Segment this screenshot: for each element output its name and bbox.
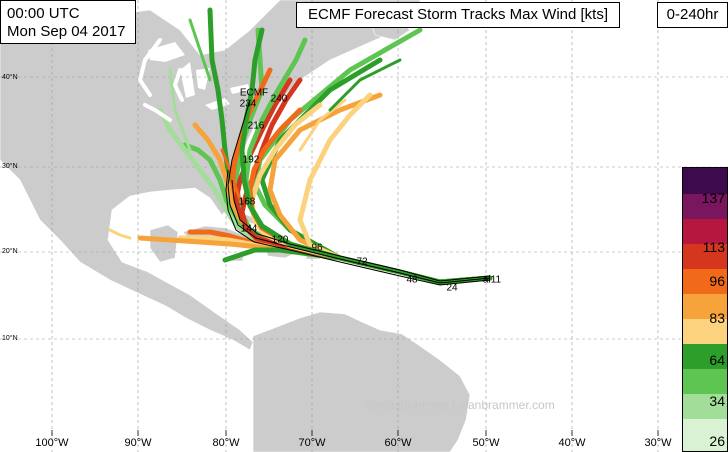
- legend-swatch: [683, 219, 727, 244]
- legend-swatch: [683, 194, 727, 219]
- lon-label: 80°W: [212, 437, 240, 449]
- track-hour-label: 72: [356, 256, 368, 268]
- init-time: 00:00 UTC: [7, 5, 80, 22]
- time-box: 00:00 UTC Mon Sep 04 2017: [0, 0, 136, 44]
- lat-label: 20°N: [2, 248, 18, 255]
- legend-label: 34: [709, 393, 725, 409]
- track-hour-label: 234: [239, 98, 257, 110]
- legend-swatch: [683, 319, 727, 344]
- legend-swatch: [683, 369, 727, 394]
- legend-swatch: [683, 344, 727, 369]
- lon-label: 70°W: [298, 437, 326, 449]
- wind-speed-legend: 137 113 96 83 64 34 26: [682, 167, 728, 452]
- map-title: ECMF Forecast Storm Tracks Max Wind [kts…: [296, 2, 620, 28]
- legend-swatch: [683, 244, 727, 269]
- lon-label: 30°W: [644, 437, 672, 449]
- track-hour-label: 96: [311, 242, 323, 254]
- lon-label: 90°W: [124, 437, 152, 449]
- legend-label: 113: [702, 239, 725, 255]
- forecast-range: 0-240hr: [657, 2, 728, 28]
- track-hour-label: 120: [271, 234, 289, 246]
- axis-ticks: [51, 430, 659, 436]
- model-label: ECMF: [239, 87, 269, 99]
- storm-id-label: al11: [482, 274, 502, 286]
- lon-label: 100°W: [35, 437, 69, 449]
- lat-label: 40°N: [2, 74, 18, 81]
- track-hour-label: 192: [242, 154, 260, 166]
- lon-label: 50°W: [472, 437, 500, 449]
- credit-text: @alanbrammer | alanbrammer.com: [366, 398, 555, 412]
- track-hour-label: 168: [238, 196, 256, 208]
- lat-label: 10°N: [2, 335, 18, 342]
- legend-swatch: [683, 419, 727, 451]
- lat-label: 30°N: [2, 163, 18, 170]
- legend-label: 64: [709, 352, 725, 368]
- init-date: Mon Sep 04 2017: [7, 23, 126, 40]
- legend-swatch: [683, 168, 727, 194]
- great-lakes: [148, 42, 250, 110]
- legend-label: 26: [709, 433, 725, 449]
- legend-swatch: [683, 294, 727, 319]
- legend-swatch: [683, 394, 727, 419]
- legend-swatch: [683, 269, 727, 294]
- track-hour-label: 144: [240, 223, 258, 235]
- track-hour-label: 240: [270, 93, 288, 105]
- legend-label: 96: [709, 273, 725, 289]
- legend-label: 83: [709, 310, 725, 326]
- track-hour-label: 216: [247, 120, 265, 132]
- lon-label: 40°W: [558, 437, 586, 449]
- track-hour-label: 24: [446, 282, 458, 294]
- south-america: [252, 311, 471, 452]
- control-tracks: [225, 99, 491, 286]
- track-hour-label: 48: [406, 274, 418, 286]
- lon-label: 60°W: [384, 437, 412, 449]
- legend-label: 137: [701, 190, 725, 206]
- yucatan: [149, 224, 179, 263]
